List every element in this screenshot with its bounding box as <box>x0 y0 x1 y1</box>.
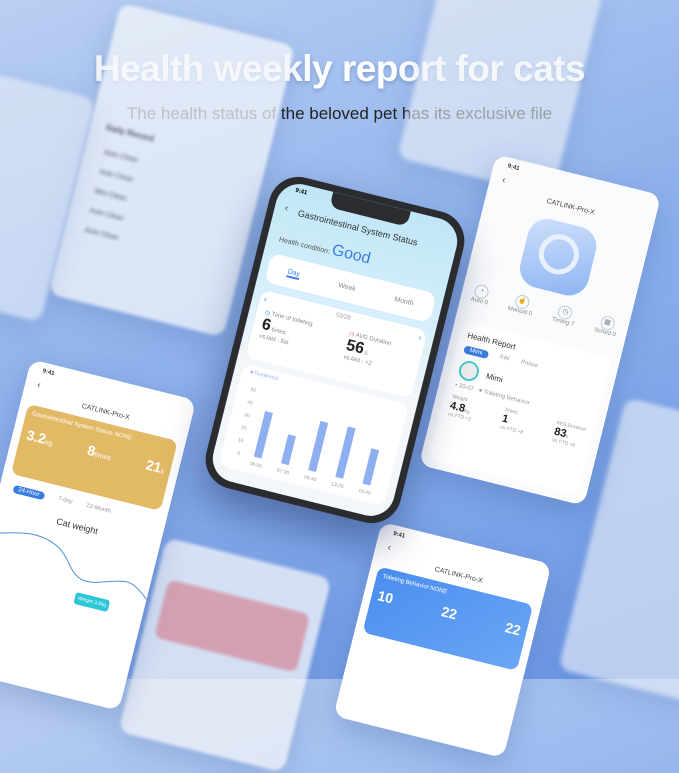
duration-bar-chart: 0 10 20 30 40 50 00:00 07:00 09:45 13:20 16:40 <box>237 387 380 497</box>
toileting-screen-card: 9:41 ‹ CATLINK-Pro-X Toileting Behavior … <box>333 521 552 759</box>
period-7d[interactable]: 7-day <box>57 495 74 506</box>
mode-auto[interactable]: ◔ Auto 0 <box>470 283 492 306</box>
stat-3: 22 <box>503 619 523 639</box>
mode-manual[interactable]: ☝ Manual 0 <box>507 292 536 317</box>
period-24h[interactable]: 24-Hour <box>12 484 46 501</box>
avg-value: 21s <box>144 456 165 476</box>
cat-tab-prince[interactable]: Prince <box>520 359 539 370</box>
bar <box>362 448 380 486</box>
back-button[interactable]: ‹ <box>283 202 290 215</box>
phone-mockup: 9:41 ‹ Gastrointestinal System Status He… <box>199 170 471 530</box>
litter-box-image <box>515 214 601 300</box>
back-button[interactable]: ‹ <box>386 542 393 554</box>
avg-stat: AVG Duration 83s vs.YTD +6 <box>551 419 587 449</box>
stat-1: 10 <box>376 587 396 607</box>
back-button[interactable]: ‹ <box>500 174 507 187</box>
times-value: 8times <box>85 441 112 463</box>
x-tick-label: 07:00 <box>276 468 290 477</box>
status-time: 9:41 <box>41 368 56 378</box>
y-tick-label: 30 <box>243 412 250 419</box>
toileting-stat: ◷ Time of toileting 6 times vs.last : fl… <box>258 310 314 347</box>
daily-record-list: Auto Clean Auto Clean Mini Clean Auto Cl… <box>82 143 140 248</box>
status-time: 9:41 <box>392 531 406 540</box>
gi-status-screen: 9:41 ‹ Gastrointestinal System Status He… <box>207 179 463 521</box>
daily-record-title: Daily Record <box>105 122 155 144</box>
duration-stat: ◷ AVG Duration 56 s vs.last : +2 <box>342 331 392 368</box>
cat-tab-mimi[interactable]: Mimi <box>463 345 490 360</box>
x-tick-label: 13:20 <box>330 481 344 490</box>
y-tick-label: 10 <box>237 437 244 444</box>
cat-name: Mimi <box>485 371 504 384</box>
mode-timing[interactable]: ◷ Timing 7 <box>551 303 578 328</box>
tab-day[interactable]: Day <box>286 267 301 280</box>
mode-schedule[interactable]: ▦ Sched 0 <box>593 314 619 338</box>
duration-chart-panel: ■ Duration(s) 0 10 20 30 40 50 00:00 07:00 09:45… <box>218 363 410 507</box>
period-12m[interactable]: 12-Month <box>85 502 112 515</box>
health-value: Good <box>330 241 373 268</box>
tab-week[interactable]: Week <box>337 281 357 293</box>
status-time: 9:41 <box>294 187 308 197</box>
y-tick-label: 40 <box>246 399 253 406</box>
weight-line-chart <box>0 532 147 600</box>
bar <box>335 426 356 479</box>
x-tick-label: 09:45 <box>303 474 317 483</box>
back-button[interactable]: ‹ <box>35 379 42 392</box>
bar <box>253 411 273 459</box>
tab-month[interactable]: Month <box>393 295 415 308</box>
report-date: 10-07 <box>458 383 475 393</box>
y-tick-label: 50 <box>250 387 257 394</box>
health-report-panel: Health Report Mimi Kiki Prince Mimi ▪ 10… <box>428 321 613 497</box>
x-tick-label: 00:00 <box>249 461 263 470</box>
cat-avatar <box>456 358 482 384</box>
status-time: 9:41 <box>506 163 521 173</box>
prev-date-button[interactable]: ‹ <box>263 294 268 304</box>
cat-tab-kiki[interactable]: Kiki <box>499 354 511 363</box>
weight-stat: Weight 4.8kg vs.YTD +3 <box>447 393 472 423</box>
bar <box>280 434 296 466</box>
y-tick-label: 0 <box>237 451 241 458</box>
toileting-banner: Toileting Behavior NONE 10 22 22 <box>362 566 534 671</box>
times-stat: Times 1 vs.YTD +8 <box>499 406 524 436</box>
bar <box>308 420 329 473</box>
y-tick-label: 20 <box>240 425 247 432</box>
x-tick-label: 16:40 <box>358 488 372 497</box>
stat-2: 22 <box>439 603 459 623</box>
weight-value: 3.2kg <box>24 426 53 448</box>
weight-screen-card: 9:41 ‹ CATLINK-Pro-X Gastrointestinal Sy… <box>0 359 197 711</box>
